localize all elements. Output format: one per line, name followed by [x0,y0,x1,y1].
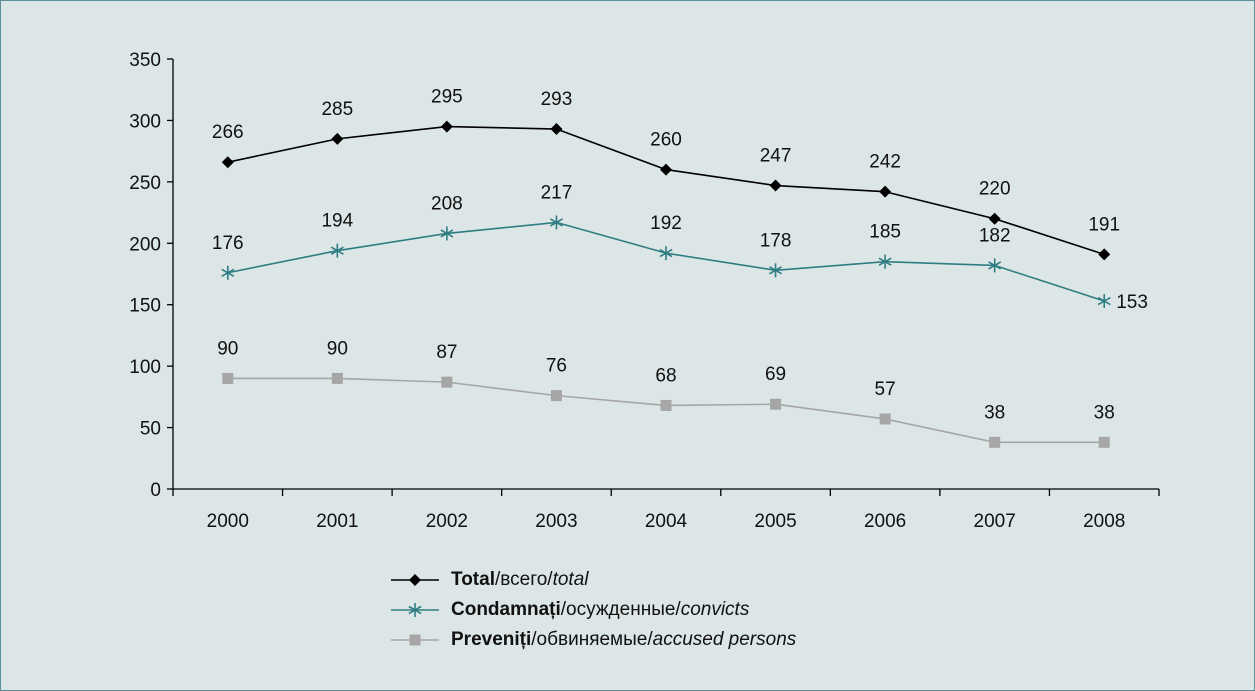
legend-item-accused: Preveniți/обвиняемые/accused persons [389,625,796,655]
legend-swatch-marker [409,574,421,586]
legend-label-convicts-en: convicts [680,599,750,620]
data-point-convicts [549,215,563,230]
data-point-accused [989,436,1001,448]
x-tick-label: 2006 [864,511,906,532]
data-label-accused: 68 [655,365,676,386]
data-point-accused [770,398,782,410]
data-point-convicts [1097,294,1111,309]
legend-swatch-total [391,574,439,586]
data-point-convicts [988,258,1002,273]
y-tick-label: 50 [140,419,161,440]
legend-label-accused-ru: /обвиняемые/ [531,629,653,650]
data-point-accused [222,372,234,384]
axes: 0 50 100 150 200 250 300 350 2000 2001 2002 2003 200… [129,50,1160,532]
legend-swatch-accused [391,634,439,646]
data-label-convicts: 176 [212,233,244,254]
data-point-convicts [440,226,454,241]
y-tick-label: 0 [150,480,161,501]
data-point-accused [1098,436,1110,448]
x-tick-label: 2000 [207,511,249,532]
data-label-convicts: 194 [321,211,353,232]
x-tick-label: 2003 [535,511,577,532]
data-label-accused: 69 [765,364,786,385]
data-label-total: 220 [979,179,1011,200]
data-point-convicts [769,263,783,278]
data-label-accused: 87 [436,342,457,363]
legend-item-convicts: Condamnați/осужденные/convicts [389,595,796,625]
x-tick-label: 2002 [426,511,468,532]
data-label-convicts: 178 [760,230,792,251]
series-markers [221,120,1111,448]
x-tick-label: 2004 [645,511,688,532]
data-label-total: 191 [1088,214,1120,235]
legend-swatch-marker [408,603,422,617]
data-label-accused: 76 [546,356,567,377]
data-point-accused [331,372,343,384]
data-point-total [550,123,563,136]
y-tick-label: 300 [129,111,161,132]
data-point-convicts [878,254,892,269]
y-tick-label: 250 [129,173,161,194]
data-point-total [769,179,782,192]
data-label-accused: 38 [984,402,1005,423]
legend-label-convicts-bold: Condamnați [451,599,561,620]
data-point-convicts [659,246,673,261]
data-label-total: 247 [760,146,792,167]
data-label-accused: 57 [875,379,896,400]
data-label-total: 266 [212,122,244,143]
data-label-total: 260 [650,130,682,151]
data-label-convicts: 208 [431,193,463,214]
data-label-total: 285 [321,99,353,120]
data-point-total [440,120,453,133]
data-label-accused: 90 [217,338,238,359]
x-tick-label: 2008 [1083,511,1125,532]
data-point-accused [879,413,891,425]
data-label-accused: 38 [1094,402,1115,423]
data-point-convicts [330,243,344,258]
data-point-accused [550,390,562,402]
data-label-convicts: 192 [650,213,682,234]
y-tick-label: 200 [129,234,161,255]
legend-item-total: Total/всего/total [389,565,796,595]
data-label-total: 295 [431,87,463,108]
data-label-accused: 90 [327,338,348,359]
data-point-total [660,163,672,176]
y-tick-label: 350 [129,50,161,71]
data-label-total: 242 [869,152,901,173]
y-tick-label: 100 [129,357,161,378]
x-tick-label: 2001 [316,511,358,532]
legend-swatch-marker [409,634,421,646]
legend-swatch-convicts [391,603,439,617]
legend-label-accused-bold: Preveniți [451,629,532,650]
legend-label-total-en: total [552,569,589,590]
data-point-total [1098,248,1111,261]
legend: Total/всего/total Condamnați/осужденные/… [389,565,796,655]
data-label-convicts: 217 [541,182,573,203]
series-line-convicts [227,221,1105,302]
data-point-convicts [221,265,235,280]
legend-label-total-bold: Total [451,569,495,590]
data-label-convicts: 182 [979,225,1011,246]
y-tick-label: 150 [129,296,161,317]
legend-label-convicts-ru: /осужденные/ [560,599,681,620]
data-point-total [221,156,234,169]
x-tick-label: 2005 [754,511,796,532]
data-point-total [331,132,344,145]
data-label-convicts: 153 [1116,292,1148,313]
data-point-accused [660,399,672,411]
data-label-total: 293 [541,89,573,110]
legend-label-total-ru: /всего/ [494,569,553,590]
data-point-total [879,185,892,198]
data-label-convicts: 185 [869,222,901,243]
data-labels: 266 285 295 293 260 247 242 220 191 176 194 208 217 1… [212,87,1148,424]
legend-label-accused-en: accused persons [652,629,797,650]
x-tick-label: 2007 [974,511,1016,532]
data-point-total [988,212,1001,225]
data-point-accused [441,376,453,388]
